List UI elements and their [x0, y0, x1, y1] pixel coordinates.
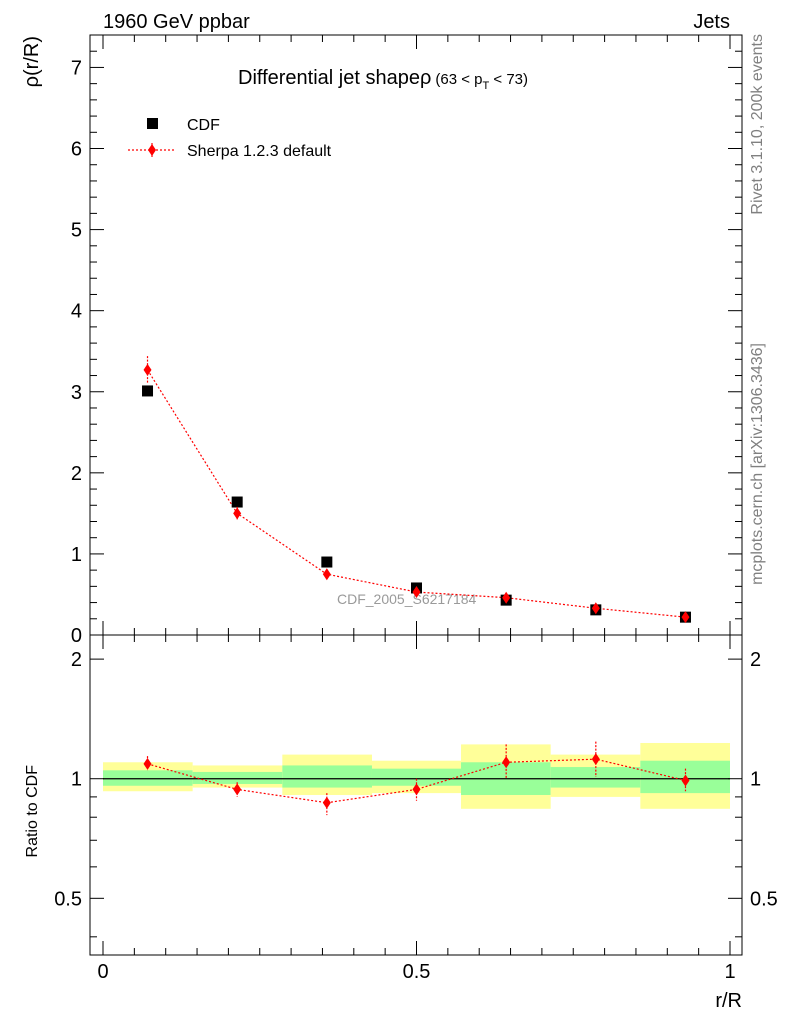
legend-mc-label: Sherpa 1.2.3 default — [187, 143, 332, 160]
ratio-mc-point — [233, 783, 242, 796]
mc-data-point — [322, 568, 331, 581]
title-pt-subscript: T — [482, 80, 489, 92]
mc-data-point — [591, 602, 600, 615]
main-ytick-label: 3 — [71, 382, 82, 404]
main-plot-panel: 0 1 2 3 4 5 6 7 — [71, 34, 743, 647]
ratio-mc-point — [591, 753, 600, 766]
ratio-ytick-label-right: 2 — [750, 649, 761, 671]
ratio-xtick-label: 0 — [97, 961, 108, 983]
ratio-mc-point — [681, 774, 690, 787]
mc-data-point — [233, 507, 242, 520]
ratio-mc-point — [502, 756, 511, 769]
x-axis-label: r/R — [715, 990, 742, 1012]
mc-data-point — [143, 363, 152, 376]
legend-cdf-label: CDF — [187, 117, 220, 134]
ratio-band-inner — [192, 771, 283, 784]
main-ytick-label: 2 — [71, 463, 82, 485]
ratio-band-inner — [371, 768, 462, 786]
cdf-data-point — [231, 496, 243, 508]
mcplots-reference-label: mcplots.cern.ch [arXiv:1306.3436] — [749, 343, 766, 585]
main-plot-title: Differential jet shapeρ (63 < pT < 73) — [238, 67, 528, 92]
cdf-data-point — [142, 385, 154, 397]
main-ytick-label: 1 — [71, 544, 82, 566]
main-ylabel: ρ(r/R) — [21, 36, 43, 87]
ratio-band-inner — [103, 770, 193, 786]
title-main-text: Differential jet shape — [238, 67, 420, 89]
mc-data-point — [412, 586, 421, 599]
ratio-ylabel: Ratio to CDF — [24, 765, 41, 858]
legend-cdf-marker — [147, 118, 158, 129]
main-ytick-label: 4 — [71, 301, 82, 323]
ratio-xtick-label: 0.5 — [403, 961, 431, 983]
ratio-band-inner — [550, 767, 641, 788]
ratio-ytick-label-left: 0.5 — [54, 888, 82, 910]
main-ytick-label: 7 — [71, 57, 82, 79]
title-rho-symbol: ρ — [420, 67, 431, 89]
main-ytick-label: 6 — [71, 139, 82, 161]
ratio-ytick-label-right: 1 — [750, 769, 761, 791]
mc-series-line — [147, 369, 686, 618]
ratio-mc-point — [322, 796, 331, 809]
mc-data-point — [681, 611, 690, 624]
ratio-mc-point — [412, 783, 421, 796]
mc-data-point — [502, 591, 511, 604]
title-range-end: < 73) — [489, 71, 528, 88]
ratio-mc-point — [143, 757, 152, 770]
analysis-watermark: CDF_2005_S6217184 — [337, 591, 477, 607]
cdf-data-point — [321, 556, 333, 568]
ratio-ytick-label-left: 2 — [71, 649, 82, 671]
ratio-xtick-label: 1 — [724, 961, 735, 983]
legend: CDF Sherpa 1.2.3 default — [128, 117, 332, 160]
rivet-version-label: Rivet 3.1.10, 200k events — [749, 34, 766, 215]
header-right-title: Jets — [693, 11, 730, 33]
ratio-ytick-label-left: 1 — [71, 769, 82, 791]
ratio-band-inner — [282, 765, 372, 788]
ratio-plot-panel: 0.5 0.5 1 1 2 2 0 0.5 1 — [54, 634, 778, 983]
header-left-title: 1960 GeV ppbar — [103, 11, 250, 33]
legend-mc-marker — [148, 144, 156, 156]
title-range-text: (63 < p — [435, 71, 482, 88]
ratio-ytick-label-right: 0.5 — [750, 888, 778, 910]
main-ytick-label: 5 — [71, 220, 82, 242]
main-ytick-label: 0 — [71, 625, 82, 647]
